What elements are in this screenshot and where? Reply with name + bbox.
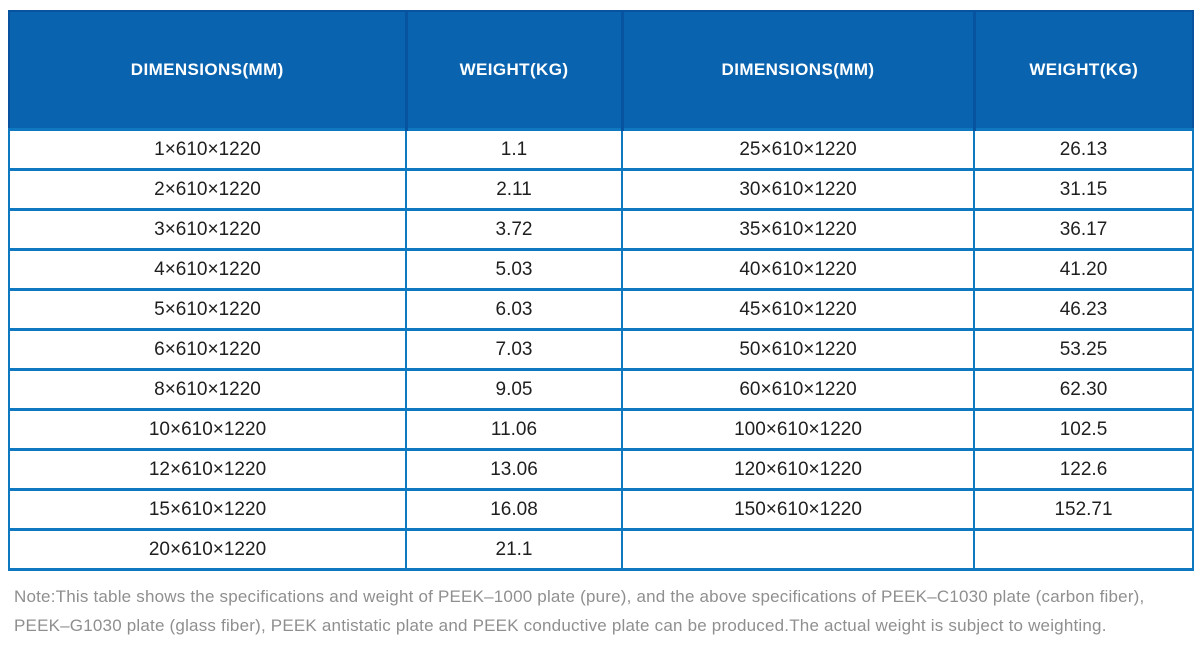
dimension-cell: 5×610×1220 [8, 288, 407, 331]
dimension-cell: 45×610×1220 [621, 288, 975, 331]
dimension-cell: 120×610×1220 [621, 448, 975, 491]
weight-cell: 13.06 [405, 448, 623, 491]
weight-cell: 53.25 [973, 328, 1194, 371]
dimension-cell: 60×610×1220 [621, 368, 975, 411]
dimension-cell: 10×610×1220 [8, 408, 407, 451]
note-line-2: PEEK–G1030 plate (glass fiber), PEEK ant… [14, 616, 1107, 635]
weight-cell: 1.1 [405, 128, 623, 171]
note: Note:This table shows the specifications… [14, 582, 1192, 640]
weight-cell: 16.08 [405, 488, 623, 531]
weight-cell: 21.1 [405, 528, 623, 571]
dimension-cell: 15×610×1220 [8, 488, 407, 531]
weight-cell: 36.17 [973, 208, 1194, 251]
table-row: 5×610×1220 6.03 45×610×1220 46.23 [8, 288, 1194, 331]
column-header-weight-right: WEIGHT(KG) [972, 10, 1194, 131]
weight-cell: 46.23 [973, 288, 1194, 331]
dimension-cell: 20×610×1220 [8, 528, 407, 571]
dimension-cell: 30×610×1220 [621, 168, 975, 211]
note-line-1: Note:This table shows the specifications… [14, 587, 1145, 606]
table-row: 15×610×1220 16.08 150×610×1220 152.71 [8, 488, 1194, 531]
weight-cell: 26.13 [973, 128, 1194, 171]
table-row: 12×610×1220 13.06 120×610×1220 122.6 [8, 448, 1194, 491]
dimension-cell: 1×610×1220 [8, 128, 407, 171]
dimension-cell: 35×610×1220 [621, 208, 975, 251]
weight-cell: 3.72 [405, 208, 623, 251]
dimension-cell: 40×610×1220 [621, 248, 975, 291]
dimension-cell: 150×610×1220 [621, 488, 975, 531]
table-row: 20×610×1220 21.1 [8, 528, 1194, 571]
dimension-cell: 8×610×1220 [8, 368, 407, 411]
dimension-cell: 4×610×1220 [8, 248, 407, 291]
dimension-cell: 3×610×1220 [8, 208, 407, 251]
dimension-cell: 12×610×1220 [8, 448, 407, 491]
dimension-cell: 50×610×1220 [621, 328, 975, 371]
weight-cell: 9.05 [405, 368, 623, 411]
weight-cell: 11.06 [405, 408, 623, 451]
table-row: 4×610×1220 5.03 40×610×1220 41.20 [8, 248, 1194, 291]
column-header-dimensions-right: DIMENSIONS(MM) [620, 10, 976, 131]
weight-cell: 152.71 [973, 488, 1194, 531]
table-row: 8×610×1220 9.05 60×610×1220 62.30 [8, 368, 1194, 411]
weight-cell: 2.11 [405, 168, 623, 211]
table-row: 10×610×1220 11.06 100×610×1220 102.5 [8, 408, 1194, 451]
table-row: 2×610×1220 2.11 30×610×1220 31.15 [8, 168, 1194, 211]
dimension-cell: 6×610×1220 [8, 328, 407, 371]
weight-cell: 102.5 [973, 408, 1194, 451]
weight-cell: 6.03 [405, 288, 623, 331]
spec-table: DIMENSIONS(MM) WEIGHT(KG) DIMENSIONS(MM)… [8, 10, 1194, 571]
dimension-cell: 25×610×1220 [621, 128, 975, 171]
column-header-weight-left: WEIGHT(KG) [404, 10, 624, 131]
weight-cell: 62.30 [973, 368, 1194, 411]
table-row: 6×610×1220 7.03 50×610×1220 53.25 [8, 328, 1194, 371]
dimension-cell: 2×610×1220 [8, 168, 407, 211]
weight-cell: 5.03 [405, 248, 623, 291]
table-row: 3×610×1220 3.72 35×610×1220 36.17 [8, 208, 1194, 251]
weight-cell [973, 528, 1194, 571]
weight-cell: 31.15 [973, 168, 1194, 211]
weight-cell: 41.20 [973, 248, 1194, 291]
dimension-cell [621, 528, 975, 571]
dimension-cell: 100×610×1220 [621, 408, 975, 451]
weight-cell: 122.6 [973, 448, 1194, 491]
table-row: 1×610×1220 1.1 25×610×1220 26.13 [8, 128, 1194, 171]
weight-cell: 7.03 [405, 328, 623, 371]
header-row: DIMENSIONS(MM) WEIGHT(KG) DIMENSIONS(MM)… [8, 10, 1194, 131]
column-header-dimensions-left: DIMENSIONS(MM) [8, 10, 408, 131]
spec-table-body: 1×610×1220 1.1 25×610×1220 26.13 2×610×1220 2… [8, 128, 1194, 571]
